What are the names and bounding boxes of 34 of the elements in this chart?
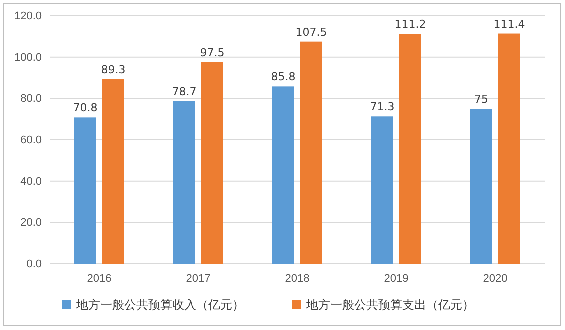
legend-label: 地方一般公共预算支出（亿元） — [306, 298, 474, 312]
x-tick-label: 2020 — [483, 272, 508, 285]
bar — [300, 42, 322, 264]
y-tick-label: 60.0 — [20, 134, 42, 147]
data-label: 89.3 — [101, 63, 126, 76]
data-label: 85.8 — [271, 70, 296, 84]
x-tick-label: 2016 — [87, 272, 112, 285]
data-label: 75 — [474, 93, 488, 106]
x-tick-label: 2017 — [186, 272, 211, 285]
data-label: 70.8 — [73, 102, 98, 115]
bar — [102, 79, 124, 264]
bar — [74, 118, 96, 264]
y-tick-label: 0.0 — [26, 258, 42, 271]
data-label: 97.5 — [200, 46, 225, 60]
data-label: 111.4 — [494, 18, 526, 31]
bar — [470, 109, 492, 264]
data-label: 78.7 — [172, 85, 197, 98]
data-label: 111.2 — [394, 18, 426, 32]
bar — [372, 116, 394, 264]
y-tick-label: 20.0 — [20, 217, 42, 230]
data-label: 107.5 — [296, 26, 328, 39]
bar — [174, 101, 196, 264]
bar — [272, 86, 294, 264]
y-tick-label: 120.0 — [14, 10, 42, 23]
y-tick-label: 40.0 — [20, 176, 42, 188]
data-label: 71.3 — [370, 100, 395, 114]
x-tick-label: 2019 — [384, 272, 409, 285]
y-tick-label: 100.0 — [14, 52, 42, 64]
x-tick-label: 2018 — [285, 272, 310, 285]
legend-label: 地方一般公共预算收入（亿元） — [76, 298, 244, 312]
bar — [400, 34, 422, 264]
y-tick-label: 80.0 — [20, 93, 42, 106]
bar — [498, 34, 520, 264]
bar — [202, 62, 224, 264]
